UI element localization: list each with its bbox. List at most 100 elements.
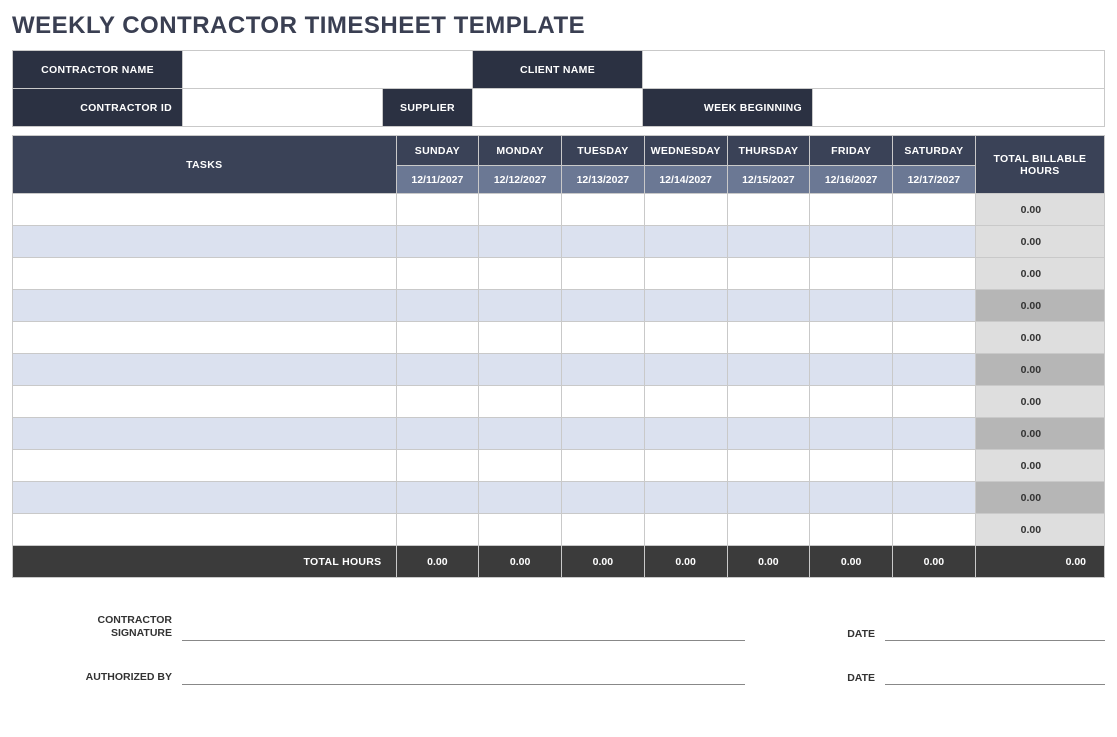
hours-cell[interactable] — [893, 450, 976, 482]
client-name-input[interactable] — [643, 51, 1105, 89]
hours-cell[interactable] — [810, 450, 893, 482]
hours-cell[interactable] — [644, 514, 727, 546]
hours-cell[interactable] — [396, 386, 479, 418]
task-cell[interactable] — [13, 194, 397, 226]
task-cell[interactable] — [13, 354, 397, 386]
hours-cell[interactable] — [479, 194, 562, 226]
hours-cell[interactable] — [810, 514, 893, 546]
contractor-name-input[interactable] — [183, 51, 473, 89]
hours-cell[interactable] — [396, 194, 479, 226]
hours-cell[interactable] — [562, 258, 645, 290]
hours-cell[interactable] — [810, 418, 893, 450]
hours-cell[interactable] — [644, 290, 727, 322]
hours-cell[interactable] — [893, 194, 976, 226]
hours-cell[interactable] — [644, 322, 727, 354]
hours-cell[interactable] — [810, 290, 893, 322]
hours-cell[interactable] — [644, 386, 727, 418]
signature-date-line[interactable] — [885, 596, 1105, 640]
hours-cell[interactable] — [810, 258, 893, 290]
hours-cell[interactable] — [644, 226, 727, 258]
hours-cell[interactable] — [396, 354, 479, 386]
authorized-date-label: DATE — [805, 640, 885, 684]
hours-cell[interactable] — [562, 450, 645, 482]
hours-cell[interactable] — [396, 418, 479, 450]
task-cell[interactable] — [13, 418, 397, 450]
hours-cell[interactable] — [893, 290, 976, 322]
hours-cell[interactable] — [562, 482, 645, 514]
contractor-id-input[interactable] — [183, 89, 383, 127]
hours-cell[interactable] — [727, 354, 810, 386]
hours-cell[interactable] — [893, 418, 976, 450]
hours-cell[interactable] — [893, 322, 976, 354]
task-cell[interactable] — [13, 386, 397, 418]
hours-cell[interactable] — [479, 418, 562, 450]
hours-cell[interactable] — [479, 322, 562, 354]
hours-cell[interactable] — [727, 258, 810, 290]
hours-cell[interactable] — [727, 194, 810, 226]
hours-cell[interactable] — [727, 386, 810, 418]
hours-cell[interactable] — [562, 226, 645, 258]
authorized-date-line[interactable] — [885, 640, 1105, 684]
hours-cell[interactable] — [893, 354, 976, 386]
hours-cell[interactable] — [562, 194, 645, 226]
hours-cell[interactable] — [479, 386, 562, 418]
hours-cell[interactable] — [396, 450, 479, 482]
hours-cell[interactable] — [644, 194, 727, 226]
hours-cell[interactable] — [479, 514, 562, 546]
task-cell[interactable] — [13, 258, 397, 290]
task-cell[interactable] — [13, 226, 397, 258]
hours-cell[interactable] — [810, 354, 893, 386]
hours-cell[interactable] — [562, 354, 645, 386]
hours-cell[interactable] — [727, 514, 810, 546]
hours-cell[interactable] — [396, 482, 479, 514]
hours-cell[interactable] — [562, 514, 645, 546]
hours-cell[interactable] — [562, 386, 645, 418]
hours-cell[interactable] — [396, 258, 479, 290]
task-cell[interactable] — [13, 322, 397, 354]
hours-cell[interactable] — [727, 482, 810, 514]
hours-cell[interactable] — [479, 482, 562, 514]
hours-cell[interactable] — [479, 450, 562, 482]
hours-cell[interactable] — [727, 322, 810, 354]
hours-cell[interactable] — [893, 258, 976, 290]
hours-cell[interactable] — [644, 258, 727, 290]
task-cell[interactable] — [13, 482, 397, 514]
hours-cell[interactable] — [893, 226, 976, 258]
hours-cell[interactable] — [479, 354, 562, 386]
authorized-by-line[interactable] — [182, 640, 745, 684]
hours-cell[interactable] — [644, 418, 727, 450]
hours-cell[interactable] — [479, 226, 562, 258]
hours-cell[interactable] — [562, 322, 645, 354]
hours-cell[interactable] — [810, 226, 893, 258]
hours-cell[interactable] — [727, 226, 810, 258]
hours-cell[interactable] — [644, 482, 727, 514]
hours-cell[interactable] — [893, 482, 976, 514]
hours-cell[interactable] — [396, 514, 479, 546]
task-cell[interactable] — [13, 290, 397, 322]
hours-cell[interactable] — [562, 418, 645, 450]
hours-cell[interactable] — [562, 290, 645, 322]
hours-cell[interactable] — [810, 482, 893, 514]
hours-cell[interactable] — [893, 514, 976, 546]
hours-cell[interactable] — [727, 450, 810, 482]
supplier-input[interactable] — [473, 89, 643, 127]
hours-cell[interactable] — [479, 290, 562, 322]
hours-cell[interactable] — [644, 354, 727, 386]
hours-cell[interactable] — [644, 450, 727, 482]
hours-cell[interactable] — [893, 386, 976, 418]
hours-cell[interactable] — [810, 194, 893, 226]
hours-cell[interactable] — [727, 418, 810, 450]
hours-cell[interactable] — [396, 322, 479, 354]
hours-cell[interactable] — [396, 290, 479, 322]
hours-cell[interactable] — [810, 322, 893, 354]
hours-cell[interactable] — [810, 386, 893, 418]
task-cell[interactable] — [13, 514, 397, 546]
hours-cell[interactable] — [727, 290, 810, 322]
row-total-cell: 0.00 — [975, 258, 1104, 290]
hours-cell[interactable] — [479, 258, 562, 290]
hours-cell[interactable] — [396, 226, 479, 258]
week-beginning-input[interactable] — [813, 89, 1105, 127]
task-cell[interactable] — [13, 450, 397, 482]
day-total: 0.00 — [644, 546, 727, 578]
contractor-signature-line[interactable] — [182, 596, 745, 640]
